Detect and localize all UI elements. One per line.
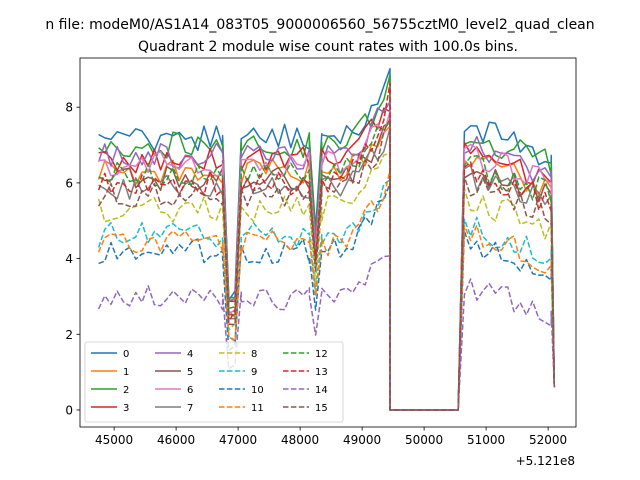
series-line-0 bbox=[98, 67, 556, 411]
x-tick-label: 52000 bbox=[529, 433, 567, 447]
y-tick-label: 6 bbox=[65, 176, 73, 190]
legend-box bbox=[84, 341, 344, 423]
x-tick-label: 46000 bbox=[157, 433, 195, 447]
legend-label-12: 12 bbox=[315, 349, 328, 360]
axes: 45000 46000 47000 48000 49000 50000 51000 52000… bbox=[65, 57, 577, 447]
legend-label-15: 15 bbox=[315, 403, 328, 414]
series-line-10 bbox=[98, 182, 556, 411]
legend-label-0: 0 bbox=[123, 349, 129, 360]
legend-label-8: 8 bbox=[251, 349, 257, 360]
x-tick-label: 47000 bbox=[219, 433, 257, 447]
figure-suptitle: n file: modeM0/AS1A14_083T05_9000006560_… bbox=[45, 17, 594, 33]
y-tick-label: 8 bbox=[65, 101, 73, 115]
x-offset-label: +5.121e8 bbox=[516, 454, 575, 468]
series-line-14 bbox=[97, 255, 556, 411]
legend-label-9: 9 bbox=[251, 367, 257, 378]
series-line-13 bbox=[97, 82, 556, 411]
legend-label-5: 5 bbox=[187, 367, 193, 378]
legend-label-7: 7 bbox=[187, 403, 193, 414]
x-tick-label: 45000 bbox=[95, 433, 133, 447]
chart-title: Quadrant 2 module wise count rates with … bbox=[138, 39, 518, 55]
x-tick-label: 48000 bbox=[281, 433, 319, 447]
legend-label-4: 4 bbox=[187, 349, 193, 360]
y-tick-label: 4 bbox=[65, 252, 73, 266]
x-tick-label: 49000 bbox=[343, 433, 381, 447]
series-line-8 bbox=[97, 152, 556, 411]
legend-label-13: 13 bbox=[315, 367, 328, 378]
series-line-11 bbox=[97, 169, 556, 411]
series-line-3 bbox=[98, 107, 556, 411]
series-line-6 bbox=[98, 110, 556, 411]
x-tick-label: 50000 bbox=[405, 433, 443, 447]
legend-label-3: 3 bbox=[123, 403, 129, 414]
y-tick-label: 0 bbox=[65, 403, 73, 417]
legend-label-11: 11 bbox=[251, 403, 264, 414]
series-line-9 bbox=[97, 179, 556, 411]
y-tick-label: 2 bbox=[65, 328, 73, 342]
x-tick-label: 51000 bbox=[467, 433, 505, 447]
series-line-15 bbox=[97, 118, 556, 411]
legend-label-10: 10 bbox=[251, 385, 264, 396]
axes-frame bbox=[79, 57, 577, 428]
legend-label-14: 14 bbox=[315, 385, 328, 396]
legend-label-1: 1 bbox=[123, 367, 129, 378]
legend-label-2: 2 bbox=[123, 385, 129, 396]
legend-label-6: 6 bbox=[187, 385, 193, 396]
series-lines bbox=[97, 67, 556, 411]
